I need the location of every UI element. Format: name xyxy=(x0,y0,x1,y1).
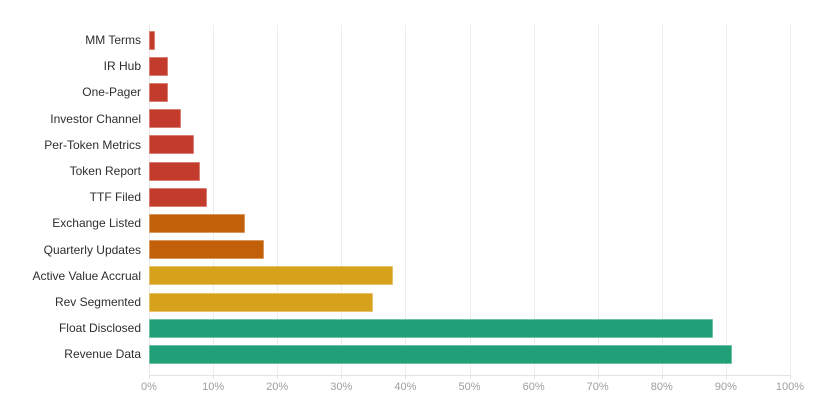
gridline xyxy=(725,25,727,375)
category-label-exchange-listed: Exchange Listed xyxy=(52,216,141,231)
gridline xyxy=(341,25,343,375)
bar-investor-channel xyxy=(149,109,182,129)
y-axis-labels: MM Terms IR Hub One-Pager Investor Channel P… xyxy=(0,25,142,375)
category-label-one-pager: One-Pager xyxy=(82,85,141,100)
bar-mm-terms xyxy=(149,30,156,50)
gridline xyxy=(661,25,663,375)
x-tick-mark xyxy=(790,375,791,379)
category-label-revenue-data: Revenue Data xyxy=(64,347,141,362)
category-label-active-value-accrual: Active Value Accrual xyxy=(32,268,142,283)
x-tick-mark xyxy=(405,375,407,379)
bar-per-token-metrics xyxy=(149,135,194,155)
bar-quarterly-updates xyxy=(149,240,265,260)
x-tick-label: 10% xyxy=(202,381,225,393)
x-tick-mark xyxy=(277,375,279,379)
x-tick-label: 30% xyxy=(330,381,353,393)
bar-exchange-listed xyxy=(149,213,246,233)
category-label-token-report: Token Report xyxy=(69,164,141,178)
category-label-per-token-metrics: Per-Token Metrics xyxy=(44,137,141,152)
x-tick-label: 40% xyxy=(394,381,417,393)
x-tick-label: 70% xyxy=(586,381,609,393)
bar-active-value-accrual xyxy=(149,266,393,286)
x-tick-label: 80% xyxy=(650,381,673,393)
category-label-float-disclosed: Float Disclosed xyxy=(58,321,141,336)
category-label-investor-channel: Investor Channel xyxy=(50,111,141,126)
bar-token-report xyxy=(149,161,201,181)
gridline xyxy=(790,25,791,375)
x-tick-mark xyxy=(533,375,535,379)
plot-area xyxy=(149,25,791,375)
x-tick-label: 0% xyxy=(141,381,157,393)
x-tick-label: 90% xyxy=(714,381,737,393)
x-tick-label: 100% xyxy=(775,381,805,393)
x-tick-label: 50% xyxy=(458,381,481,393)
x-tick-label: 60% xyxy=(522,381,545,393)
category-label-rev-segmented: Rev Segmented xyxy=(54,295,141,309)
gridline xyxy=(277,25,279,375)
category-label-mm-terms: MM Terms xyxy=(85,33,141,47)
x-tick-mark xyxy=(725,375,727,379)
bar-rev-segmented xyxy=(149,292,374,312)
x-tick-mark xyxy=(661,375,663,379)
bar-revenue-data xyxy=(149,344,733,364)
bar-one-pager xyxy=(149,82,169,102)
x-tick-mark xyxy=(597,375,599,379)
category-label-ttf-filed: TTF Filed xyxy=(89,190,141,205)
bar-ttf-filed xyxy=(149,187,207,207)
category-label-ir-hub: IR Hub xyxy=(103,59,141,74)
x-tick-mark xyxy=(341,375,343,379)
gridline xyxy=(597,25,599,375)
x-tick-label: 20% xyxy=(266,381,289,393)
gridline xyxy=(469,25,471,375)
gridline xyxy=(213,25,215,375)
category-label-quarterly-updates: Quarterly Updates xyxy=(43,242,141,257)
x-tick-mark xyxy=(213,375,215,379)
gridline xyxy=(533,25,535,375)
x-tick-mark xyxy=(469,375,471,379)
gridline xyxy=(405,25,407,375)
bar-float-disclosed xyxy=(149,318,714,338)
x-tick-mark xyxy=(149,375,150,379)
bar-ir-hub xyxy=(149,56,169,76)
